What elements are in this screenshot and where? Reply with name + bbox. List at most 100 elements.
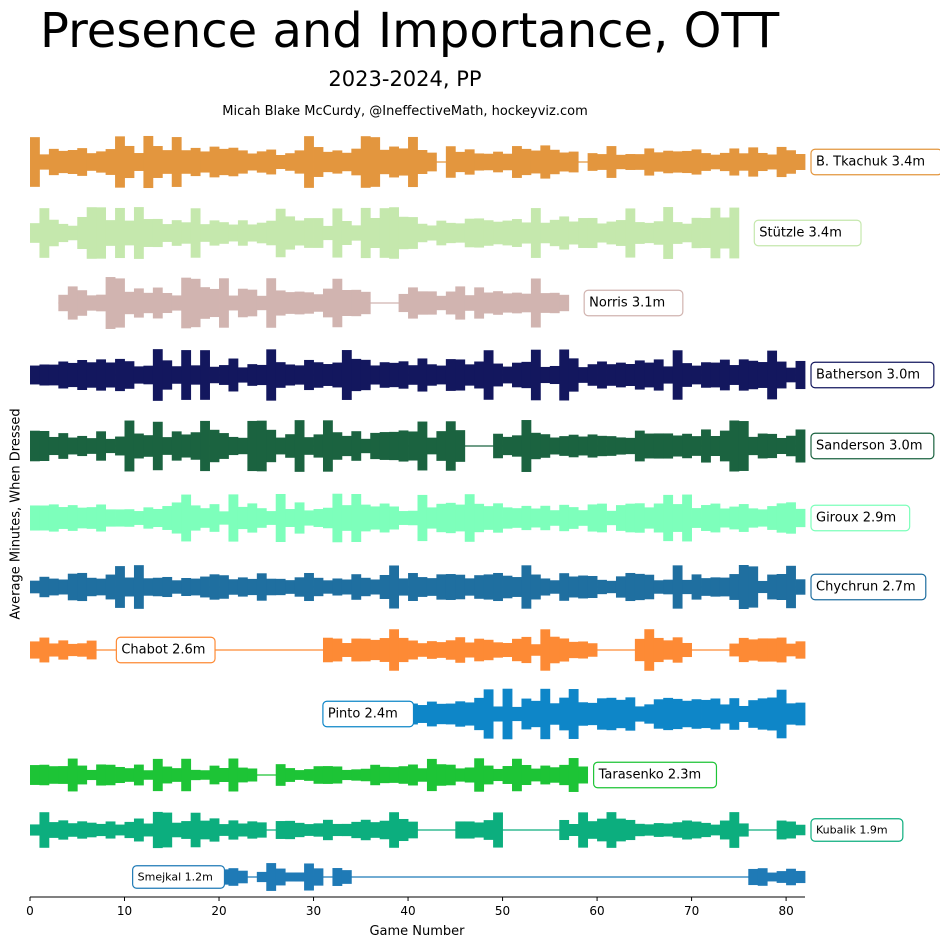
series-9-game-13 xyxy=(143,770,154,780)
series-1-game-4 xyxy=(58,223,69,243)
series-7-game-32 xyxy=(322,637,333,663)
series-label-9: Tarasenko 2.3m xyxy=(598,768,702,783)
series-1-game-27 xyxy=(275,208,286,258)
series-5-game-33 xyxy=(332,493,343,543)
series-1-game-12 xyxy=(133,207,144,259)
series-4-game-4 xyxy=(58,433,69,459)
series-1-game-48 xyxy=(474,218,485,248)
series-8-game-66 xyxy=(644,704,655,724)
series-3-game-9 xyxy=(105,362,116,388)
series-0-game-55 xyxy=(540,145,551,179)
series-8-game-65 xyxy=(634,706,645,722)
series-5-game-63 xyxy=(615,505,626,531)
series-0-game-62 xyxy=(606,146,617,178)
series-4-game-34 xyxy=(341,435,352,457)
series-10-game-22 xyxy=(228,820,239,840)
series-1-game-17 xyxy=(181,222,192,244)
series-1-game-20 xyxy=(209,220,220,246)
series-6-game-25 xyxy=(256,573,267,601)
series-6-game-73 xyxy=(710,577,721,597)
series-4-game-7 xyxy=(86,438,97,454)
series-3-game-37 xyxy=(370,365,381,385)
series-2-game-16 xyxy=(171,295,182,311)
series-5-game-79 xyxy=(767,506,778,530)
series-7-game-52 xyxy=(512,638,522,662)
series-4-game-81 xyxy=(786,435,796,457)
series-7-game-65 xyxy=(634,638,645,662)
series-7-game-37 xyxy=(370,639,381,661)
series-1-game-41 xyxy=(408,217,418,249)
series-10-game-28 xyxy=(285,820,296,840)
series-0-game-74 xyxy=(719,152,730,172)
series-0-game-78 xyxy=(757,152,768,172)
series-1-game-1 xyxy=(30,223,40,243)
series-0-game-4 xyxy=(58,150,69,174)
series-8-game-61 xyxy=(597,698,607,730)
series-0-game-68 xyxy=(663,150,674,174)
series-5-game-77 xyxy=(748,508,759,528)
series-7-game-54 xyxy=(530,644,541,656)
series-9-game-2 xyxy=(39,764,50,786)
series-9-game-41 xyxy=(408,764,418,786)
series-4-game-54 xyxy=(530,432,541,460)
series-1-game-65 xyxy=(634,222,645,244)
series-6-game-32 xyxy=(322,580,333,594)
series-0-game-72 xyxy=(701,153,711,171)
series-3-game-50 xyxy=(493,363,503,387)
series-3-game-47 xyxy=(464,364,475,386)
series-6-game-51 xyxy=(502,575,513,599)
series-9-game-7 xyxy=(86,769,97,781)
series-0-game-16 xyxy=(171,137,182,187)
series-label-box-7 xyxy=(115,636,216,664)
series-10-game-10 xyxy=(115,824,125,836)
series-5-game-44 xyxy=(436,503,447,533)
series-1-game-13 xyxy=(143,219,154,247)
series-3-game-81 xyxy=(786,367,796,383)
series-2-game-25 xyxy=(256,295,267,311)
series-9-game-53 xyxy=(521,764,532,786)
series-10-game-8 xyxy=(96,823,107,837)
series-10-game-82 xyxy=(795,824,806,836)
series-8-game-75 xyxy=(729,698,740,730)
series-label-box-0 xyxy=(810,148,940,176)
series-6-game-4 xyxy=(58,579,69,595)
series-10-game-15 xyxy=(162,812,173,848)
series-0-game-30 xyxy=(304,136,314,188)
series-7-game-41 xyxy=(408,640,418,660)
series-11-game-23 xyxy=(237,870,248,884)
series-4-game-57 xyxy=(559,436,570,456)
series-5-game-52 xyxy=(512,508,522,528)
series-6-game-54 xyxy=(530,574,541,600)
series-6-game-72 xyxy=(701,578,711,596)
series-6-game-36 xyxy=(360,577,371,597)
series-10-game-67 xyxy=(653,823,664,837)
series-2-game-30 xyxy=(304,292,314,314)
series-3-game-43 xyxy=(426,364,437,386)
series-6-game-19 xyxy=(200,576,210,598)
series-0-game-38 xyxy=(379,149,390,175)
series-4-game-50 xyxy=(493,433,503,459)
series-1-game-46 xyxy=(455,223,466,243)
series-8-game-69 xyxy=(672,698,683,730)
series-5-game-75 xyxy=(729,506,740,530)
series-7-game-5 xyxy=(67,643,78,657)
series-6-game-35 xyxy=(351,574,362,600)
series-2-game-47 xyxy=(464,295,475,311)
series-1-game-33 xyxy=(332,208,343,258)
series-1-game-16 xyxy=(171,220,182,246)
series-2-game-14 xyxy=(152,287,163,319)
series-3-game-34 xyxy=(341,350,352,400)
series-6-game-79 xyxy=(767,574,778,600)
series-6-game-33 xyxy=(332,578,343,596)
series-0-game-23 xyxy=(237,150,248,174)
series-0-game-77 xyxy=(748,147,759,177)
series-10-game-47 xyxy=(464,821,475,839)
series-6-game-59 xyxy=(578,575,589,599)
series-10-game-1 xyxy=(30,824,40,836)
series-3-game-77 xyxy=(748,360,759,390)
series-4-game-21 xyxy=(219,433,229,459)
series-7-game-40 xyxy=(398,637,409,663)
series-5-game-1 xyxy=(30,505,40,531)
series-2-game-24 xyxy=(247,289,258,317)
series-6-game-81 xyxy=(786,565,796,609)
